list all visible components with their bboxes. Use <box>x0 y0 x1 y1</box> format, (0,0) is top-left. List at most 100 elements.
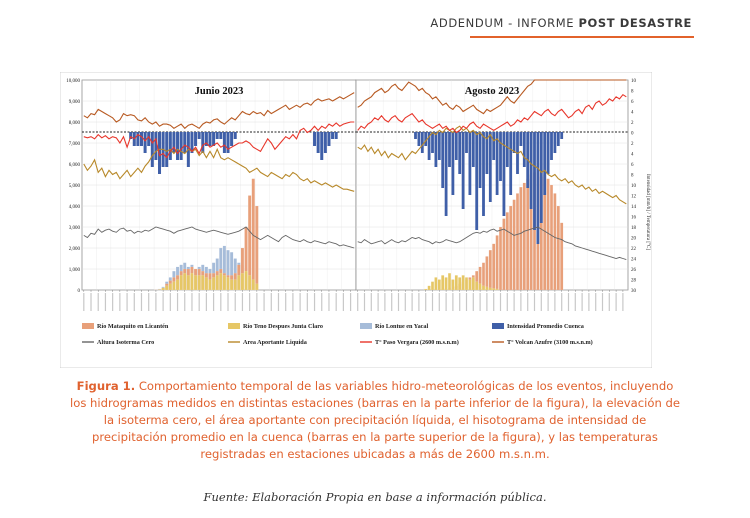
y2-tick-label: 10 <box>631 79 637 84</box>
bar-intensidad <box>550 132 553 160</box>
bar-intensidad <box>543 132 547 195</box>
bar-intensidad <box>201 132 205 153</box>
x-tick-label-mark <box>615 293 617 311</box>
bar-intensidad <box>546 132 550 174</box>
y2-tick-label: 12 <box>631 194 637 199</box>
legend-label: T° Paso Vergara (2600 m.s.n.m) <box>375 339 459 346</box>
bar-r-o-mataquito-en-licant-n <box>488 250 492 291</box>
line-t-paso-vergara-2600-m-s-n-m- <box>83 121 355 159</box>
bar-intensidad <box>478 132 482 188</box>
bar-r-o-teno-despues-junta-claro <box>441 275 445 291</box>
legend-label: Río Lontue en Yacal <box>375 323 429 330</box>
bar-r-o-mataquito-en-licant-n <box>485 256 489 291</box>
y-tick-label: 7,000 <box>69 142 81 147</box>
x-tick-label-mark <box>452 293 454 311</box>
x-tick-label-mark <box>256 293 258 311</box>
bar-r-o-teno-despues-junta-claro <box>240 273 245 291</box>
x-tick-label-mark <box>520 293 522 311</box>
legend-label: Río Mataquito en Licantén <box>97 323 169 330</box>
legend-label: Area Aportante Liquida <box>243 339 307 346</box>
x-tick-label-mark <box>97 293 99 311</box>
bar-r-o-teno-despues-junta-claro <box>475 281 479 291</box>
legend-swatch <box>492 323 504 329</box>
bar-intensidad <box>454 132 458 160</box>
x-tick-label-mark <box>270 293 272 311</box>
x-tick-label-mark <box>140 293 143 311</box>
x-tick-label-mark <box>499 293 502 311</box>
y-tick-label: 0 <box>78 289 81 294</box>
x-tick-label-mark <box>377 293 379 311</box>
bar-intensidad <box>139 132 143 146</box>
bar-r-o-mataquito-en-licant-n <box>556 205 560 291</box>
bar-intensidad <box>509 132 513 195</box>
bar-intensidad <box>495 132 499 195</box>
x-tick-label-mark <box>313 293 316 311</box>
bar-intensidad <box>176 132 180 160</box>
bar-intensidad <box>158 132 162 174</box>
bar-r-o-teno-despues-junta-claro <box>244 271 248 291</box>
bar-r-o-teno-despues-junta-claro <box>492 288 496 291</box>
bar-r-o-teno-despues-junta-claro <box>204 277 208 291</box>
bar-intensidad <box>331 132 335 139</box>
bar-intensidad <box>539 132 543 223</box>
bar-r-o-mataquito-en-licant-n <box>512 199 516 291</box>
bar-r-o-mataquito-en-licant-n <box>502 218 506 291</box>
y-tick-label: 10,000 <box>66 79 80 84</box>
x-tick-label-mark <box>357 293 359 311</box>
x-tick-label-mark <box>554 293 556 311</box>
bar-r-o-teno-despues-junta-claro <box>454 275 458 291</box>
bar-intensidad <box>431 132 434 153</box>
x-tick-label-mark <box>191 293 193 311</box>
x-tick-label-mark <box>83 293 85 311</box>
bar-intensidad <box>334 132 338 139</box>
x-tick-label-mark <box>533 293 536 311</box>
chart-legend: Río Mataquito en Licantén Río Teno Despue… <box>82 323 593 346</box>
bar-intensidad <box>499 132 502 181</box>
legend-label: Intensidad Promedio Cuenca <box>507 323 584 330</box>
y-tick-label: 4,000 <box>69 205 81 210</box>
bar-r-o-teno-despues-junta-claro <box>165 285 169 291</box>
bar-intensidad <box>212 132 216 146</box>
bar-intensidad <box>320 132 324 160</box>
x-tick-label-mark <box>328 293 330 311</box>
x-tick-label-mark <box>622 293 624 311</box>
x-tick-label-mark <box>527 293 529 311</box>
bar-intensidad <box>427 132 431 160</box>
bar-intensidad <box>519 132 523 146</box>
y2-tick-label: 20 <box>631 236 637 241</box>
bar-r-o-teno-despues-junta-claro <box>201 275 205 291</box>
bar-r-o-mataquito-en-licant-n <box>509 205 513 291</box>
x-tick-label-mark <box>370 293 372 311</box>
legend-swatch <box>82 323 94 329</box>
x-tick-label-mark <box>459 293 461 311</box>
x-tick-label-mark <box>249 293 251 311</box>
bar-intensidad <box>219 132 223 139</box>
bar-r-o-teno-despues-junta-claro <box>444 277 448 291</box>
bar-intensidad <box>424 132 428 146</box>
header-rule <box>470 36 694 38</box>
bar-r-o-teno-despues-junta-claro <box>183 273 187 291</box>
bar-intensidad <box>420 132 424 153</box>
y-tick-label: 2,000 <box>69 247 81 252</box>
bar-r-o-mataquito-en-licant-n <box>495 235 499 291</box>
x-tick-label-mark <box>212 293 215 311</box>
bar-r-o-teno-despues-junta-claro <box>211 277 216 291</box>
chart-title-june: Junio 2023 <box>195 86 244 97</box>
bar-intensidad <box>215 132 219 139</box>
legend-label: Altura Isoterma Cero <box>97 339 154 346</box>
x-tick-label-mark <box>292 293 294 311</box>
x-tick-label-mark <box>425 293 427 311</box>
bar-r-o-mataquito-en-licant-n <box>255 205 259 291</box>
bar-r-o-teno-despues-junta-claro <box>434 277 438 291</box>
bar-intensidad <box>502 132 506 216</box>
y-tick-label: 3,000 <box>69 226 81 231</box>
bar-intensidad <box>512 132 516 153</box>
bar-intensidad <box>536 132 540 244</box>
bar-intensidad <box>194 132 198 146</box>
y2-tick-label: 28 <box>631 278 637 283</box>
x-tick-label-mark <box>104 293 107 311</box>
bar-intensidad <box>529 132 533 209</box>
bar-r-o-teno-despues-junta-claro <box>179 275 183 291</box>
x-tick-label-mark <box>263 293 265 311</box>
